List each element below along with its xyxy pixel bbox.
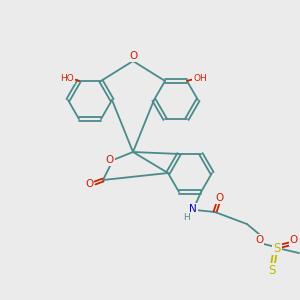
Text: N: N	[189, 204, 197, 214]
Text: S: S	[273, 242, 281, 255]
Text: O: O	[129, 51, 137, 61]
Text: S: S	[268, 264, 276, 277]
Text: O: O	[255, 235, 263, 245]
Text: O: O	[215, 193, 223, 203]
Text: O: O	[85, 179, 93, 189]
Text: H: H	[184, 213, 190, 222]
Text: OH: OH	[193, 74, 207, 83]
Text: O: O	[290, 235, 298, 245]
Text: HO: HO	[60, 74, 74, 83]
Text: O: O	[106, 155, 114, 165]
